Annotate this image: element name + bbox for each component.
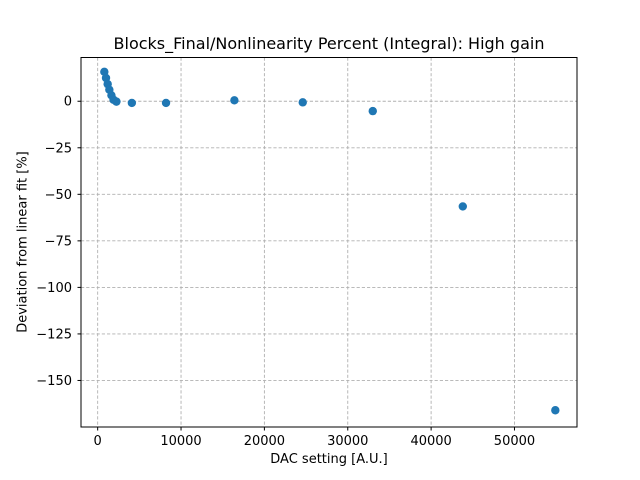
y-tick-label: −75: [45, 234, 72, 249]
y-tick-label: 0: [64, 95, 72, 110]
y-tick-label: −125: [36, 327, 72, 342]
axes-spines: [80, 57, 578, 428]
data-point: [298, 98, 307, 107]
data-point: [161, 98, 171, 108]
x-tick-label: 40000: [410, 434, 451, 449]
data-point: [127, 98, 137, 108]
x-tick-label: 50000: [494, 434, 535, 449]
y-tick-label: −50: [45, 188, 72, 203]
x-tick-label: 10000: [160, 434, 201, 449]
y-tick-label: −100: [36, 281, 72, 296]
data-point: [551, 406, 560, 415]
data-point: [458, 202, 467, 211]
x-tick-label: 30000: [327, 434, 368, 449]
y-tick-label: −25: [45, 141, 72, 156]
x-axis-label: DAC setting [A.U.]: [270, 452, 388, 467]
chart-title: Blocks_Final/Nonlinearity Percent (Integ…: [113, 34, 545, 53]
data-point: [112, 97, 121, 106]
plot-background: [81, 57, 577, 427]
x-tick-label: 0: [94, 434, 102, 449]
data-point: [368, 106, 377, 116]
y-axis-label: Deviation from linear fit [%]: [15, 151, 31, 333]
data-point: [230, 96, 239, 105]
y-tick-label: −150: [36, 374, 72, 389]
x-tick-label: 20000: [244, 434, 285, 449]
